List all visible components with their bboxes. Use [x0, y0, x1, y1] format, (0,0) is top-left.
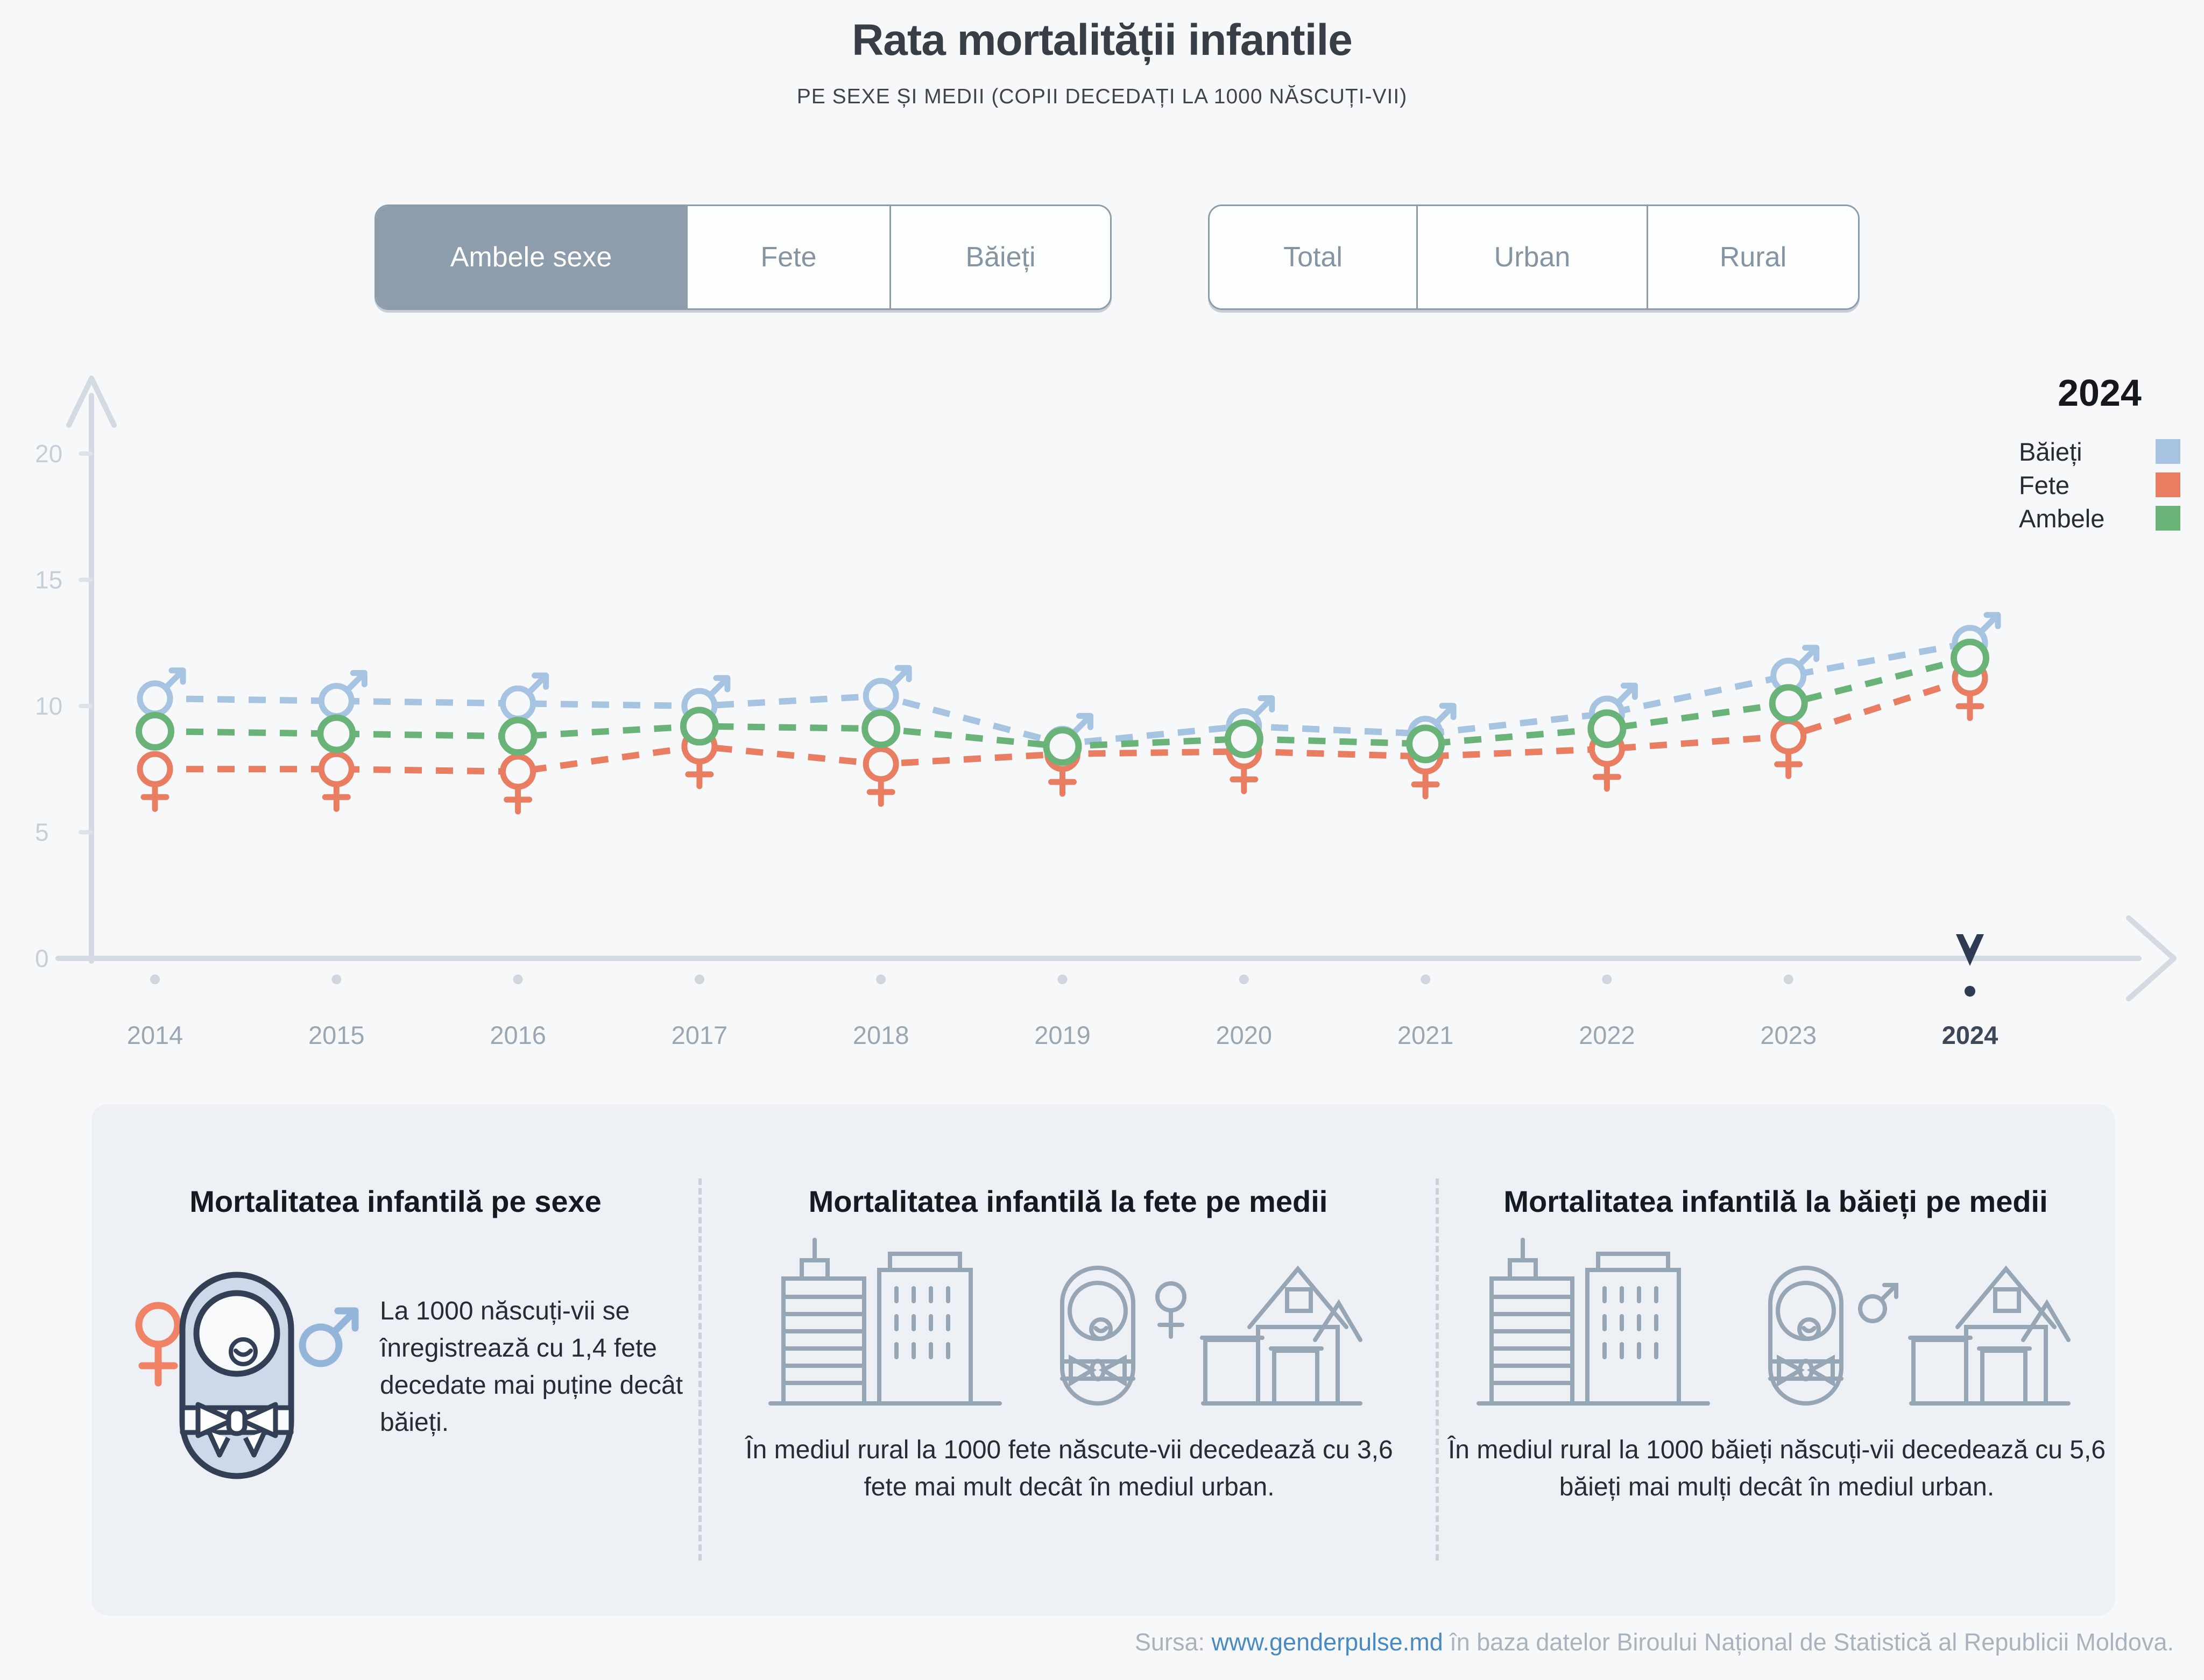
- x-label-2018: 2018: [853, 1021, 909, 1049]
- year-dot: [1057, 975, 1068, 984]
- female-marker-icon: [137, 751, 173, 812]
- legend-swatch: [2156, 439, 2180, 464]
- legend-item-ambele: Ambele: [2019, 502, 2180, 535]
- area-filter-rural[interactable]: Rural: [1647, 206, 1858, 308]
- y-tick-label: 10: [35, 692, 62, 720]
- year-dot: [331, 975, 342, 984]
- divider: [1436, 1178, 1439, 1561]
- x-label-2016: 2016: [490, 1021, 546, 1049]
- y-tick-label: 15: [35, 566, 62, 594]
- year-dot: [513, 975, 523, 984]
- female-marker-icon: [863, 746, 899, 807]
- year-dot: [876, 975, 886, 984]
- y-axis-arrow-icon: [66, 376, 117, 428]
- card-girls-title: Mortalitatea infantilă la fete pe medii: [808, 1184, 1328, 1218]
- source-suffix: în baza datelor Biroului Național de Sta…: [1450, 1628, 2174, 1656]
- sex-filter-băieți[interactable]: Băieți: [889, 206, 1110, 308]
- x-label-2021: 2021: [1397, 1021, 1454, 1049]
- male-icon: [299, 1307, 359, 1367]
- year-dot: [1783, 975, 1793, 984]
- male-marker-icon: [137, 667, 186, 717]
- legend-year: 2024: [2058, 372, 2142, 414]
- source-link[interactable]: www.genderpulse.md: [1211, 1628, 1443, 1656]
- circle-marker-icon: [680, 707, 719, 746]
- sex-filter-ambele-sexe[interactable]: Ambele sexe: [376, 206, 686, 308]
- source-label: Sursa:: [1134, 1628, 1205, 1656]
- card-sex-title: Mortalitatea infantilă pe sexe: [189, 1184, 602, 1218]
- x-label-2020: 2020: [1216, 1021, 1273, 1049]
- female-marker-icon: [500, 753, 536, 815]
- year-dot: [150, 975, 160, 984]
- legend-label: Fete: [2019, 470, 2070, 499]
- x-label-2023: 2023: [1760, 1021, 1817, 1049]
- male-marker-icon: [500, 672, 549, 722]
- legend-swatch: [2156, 506, 2180, 531]
- x-label-2015: 2015: [308, 1021, 365, 1049]
- urban-baby-rural-boys-icon: [1477, 1238, 2071, 1406]
- circle-marker-icon: [498, 717, 538, 756]
- sex-filter-group: Ambele sexe Fete Băieți: [375, 204, 1112, 310]
- female-icon: [135, 1302, 181, 1387]
- legend-label: Ambele: [2019, 504, 2105, 533]
- y-tick-label: 5: [35, 818, 49, 846]
- card-boys-body: În mediul rural la 1000 băieți născuți-v…: [1447, 1436, 2106, 1502]
- y-tick-label: 0: [35, 944, 49, 972]
- selected-year-pin-icon: [1956, 934, 1984, 966]
- card-boys-title: Mortalitatea infantilă la băieți pe medi…: [1503, 1184, 2048, 1218]
- chart-legend: 2024 Băieți Fete Ambele: [2019, 371, 2180, 535]
- source-note: Sursa: www.genderpulse.md în baza datelo…: [1135, 1628, 2174, 1656]
- year-dot: [1602, 975, 1612, 984]
- x-label-2017: 2017: [672, 1021, 728, 1049]
- circle-marker-icon: [1224, 719, 1263, 758]
- urban-baby-rural-girls-icon: [768, 1238, 1362, 1406]
- sex-filter-fete[interactable]: Fete: [686, 206, 889, 308]
- x-axis-arrow-icon: [2126, 915, 2177, 1001]
- area-filter-total[interactable]: Total: [1210, 206, 1416, 308]
- legend-label: Băieți: [2019, 437, 2082, 466]
- legend-swatch: [2156, 472, 2180, 497]
- circle-marker-icon: [1769, 684, 1808, 723]
- x-label-2024: 2024: [1942, 1021, 1998, 1049]
- female-marker-icon: [318, 751, 355, 812]
- x-label-2022: 2022: [1579, 1021, 1635, 1049]
- female-marker-icon: [1770, 718, 1807, 779]
- year-dot: [1421, 975, 1431, 984]
- legend-item-băieți: Băieți: [2019, 435, 2180, 468]
- x-label-2019: 2019: [1034, 1021, 1091, 1049]
- y-tick-label: 20: [35, 440, 62, 468]
- baby-icon: [179, 1272, 294, 1479]
- year-dot: [694, 975, 704, 984]
- circle-marker-icon: [317, 714, 356, 753]
- x-label-2014: 2014: [127, 1021, 183, 1049]
- circle-marker-icon: [861, 709, 901, 749]
- card-girls-body: În mediul rural la 1000 fete născute-vii…: [745, 1436, 1393, 1502]
- legend-item-fete: Fete: [2019, 468, 2180, 502]
- year-dot: [1239, 975, 1249, 984]
- selected-year-dot: [1965, 986, 1975, 997]
- page-subtitle: PE SEXE ȘI MEDII (COPII DECEDAȚI LA 1000…: [796, 85, 1408, 108]
- circle-marker-icon: [1587, 709, 1627, 749]
- area-filter-group: Total Urban Rural: [1208, 204, 1860, 310]
- circle-marker-icon: [136, 711, 174, 751]
- male-marker-icon: [318, 670, 368, 719]
- divider: [698, 1178, 702, 1561]
- card-sex-body: La 1000 născuți-vii se înregistrează cu …: [380, 1297, 683, 1437]
- circle-marker-icon: [1406, 724, 1445, 764]
- area-filter-urban[interactable]: Urban: [1416, 206, 1647, 308]
- page-title: Rata mortalității infantile: [852, 16, 1353, 65]
- mortality-line-chart: 0 5 10 15 20 2014 2015 2016 2017 2018 2019 2020 2021…: [35, 376, 2177, 1049]
- circle-marker-icon: [1043, 727, 1082, 766]
- circle-marker-icon: [1951, 638, 1989, 677]
